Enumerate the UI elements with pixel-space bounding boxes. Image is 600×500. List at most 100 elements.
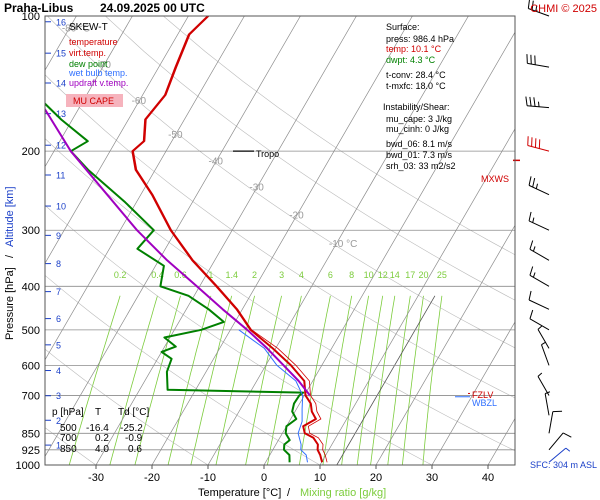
- isotherm-line: [263, 31, 515, 465]
- mixing-ratio-line: [299, 295, 331, 465]
- wind-barb-flag: [528, 176, 532, 186]
- levels-cell-p: 700: [60, 433, 77, 444]
- series-updraft-v-temp: [45, 107, 311, 397]
- km-tick-label: 2: [56, 416, 61, 426]
- mixing-ratio-line: [402, 295, 424, 465]
- wind-barb: [537, 372, 550, 396]
- wind-barb-staff: [544, 393, 550, 416]
- mixing-ratio-label: 6: [328, 270, 333, 280]
- mixing-ratio-line: [422, 295, 443, 465]
- table-row: 700 0.2 -0.9: [60, 433, 143, 444]
- mixing-ratio-label: 1.4: [225, 270, 238, 280]
- wind-barb-flag: [562, 432, 572, 438]
- isotherm-line: [45, 16, 245, 361]
- mixing-ratio-line: [322, 295, 353, 465]
- mixing-ratio-label: 14: [390, 270, 400, 280]
- wind-barb-flag: [529, 309, 534, 319]
- levels-cell-td: -0.9: [125, 433, 143, 444]
- wind-barb-flag: [529, 266, 534, 276]
- dry-adiabat-line: [47, 16, 515, 349]
- mixing-ratio-label: 17: [405, 270, 415, 280]
- pressure-tick-label: 500: [22, 325, 40, 337]
- isotherm-line: [151, 16, 413, 465]
- mixing-ratio-line: [356, 295, 384, 465]
- levels-cell-td: -25.2: [120, 423, 143, 434]
- legend-dew-point: dew point: [69, 59, 108, 69]
- table-row: 850 4.0 0.6: [60, 444, 142, 455]
- mixing-ratio-label: 20: [418, 270, 428, 280]
- pressure-tick-label: 200: [22, 146, 40, 158]
- legend-title: SKEW-T: [69, 22, 108, 33]
- instability-srh03: srh_03: 33 m2/s2: [386, 161, 456, 171]
- wind-barb-staff: [527, 62, 550, 68]
- wind-barb-staff: [548, 411, 554, 434]
- isotherm-line: [95, 16, 357, 465]
- km-tick-label: 11: [56, 170, 65, 180]
- isotherm-line: [431, 321, 515, 465]
- levels-cell-td: 0.6: [128, 444, 142, 455]
- wind-barb-halfflag: [535, 183, 539, 189]
- dry-adiabat-line: [45, 74, 515, 399]
- pressure-tick-label: 1000: [16, 460, 40, 472]
- wind-barb-halfflag: [535, 6, 538, 12]
- wind-barb-flag: [525, 96, 528, 106]
- x-tick-label: 30: [426, 472, 438, 484]
- pressure-tick-label: 700: [22, 390, 40, 402]
- wind-barb-halfflag: [541, 341, 547, 346]
- mixing-ratio-line: [245, 295, 282, 465]
- wind-barb: [526, 54, 550, 68]
- wind-barb: [537, 325, 550, 349]
- wind-barb-staff: [527, 105, 550, 109]
- surface-press: press: 986.4 hPa: [386, 34, 454, 44]
- isotherm-label: -50: [168, 130, 183, 141]
- wind-barb-flag: [533, 97, 536, 107]
- mixing-ratio-line: [109, 295, 158, 465]
- wind-barb: [528, 290, 550, 310]
- km-tick-label: 9: [56, 231, 61, 241]
- wind-barb-flag: [529, 240, 534, 250]
- surface-title: Surface:: [386, 22, 420, 32]
- table-row: 500 -16.4 -25.2: [60, 423, 143, 434]
- series-virtual-temperature: [133, 16, 328, 463]
- km-tick-label: 16: [56, 17, 66, 27]
- km-tick-label: 4: [56, 366, 61, 376]
- pressure-tick-label: 925: [22, 445, 40, 457]
- x-axis-mixing-label: Mixing ratio [g/kg]: [300, 487, 386, 499]
- mixing-ratio-line: [341, 295, 369, 465]
- levels-cell-t: 4.0: [95, 444, 109, 455]
- dry-adiabat-line: [163, 16, 515, 256]
- annotation-layer: [233, 0, 572, 463]
- mu-cape-badge: [66, 94, 123, 107]
- wind-barb-staff: [537, 329, 550, 349]
- wind-barb-staff: [529, 318, 550, 331]
- wind-barb: [544, 391, 551, 416]
- series-dewpoint: [45, 102, 305, 463]
- y-axis-altitude-label: Altitude [km]: [4, 186, 16, 247]
- instability-bwd01: bwd_01: 7.3 m/s: [386, 150, 453, 160]
- series-wet-bulb-temp: [238, 329, 308, 463]
- header-credit: CHMI © 2025: [530, 3, 597, 15]
- surface-temp: temp: 10.1 °C: [386, 44, 442, 54]
- levels-header-td: Td [°C]: [118, 407, 149, 418]
- wind-barb-staff: [527, 144, 550, 152]
- y-axis-separator: /: [4, 254, 16, 258]
- tropopause-label: Tropo: [256, 149, 279, 159]
- y-axis-label-group: Pressure [hPa] / Altitude [km]: [4, 186, 16, 340]
- isotherm-label: -80 °C: [62, 23, 90, 34]
- sfc-label: SFC: 304 m ASL: [530, 460, 597, 470]
- x-tick-label: -30: [88, 472, 104, 484]
- surface-tmxfc: t-mxfc: 18.0 °C: [386, 81, 446, 91]
- legend-wet-bulb: wet bulb temp.: [68, 68, 128, 78]
- wind-barb-staff: [548, 447, 567, 463]
- dry-adiabat-line: [105, 16, 515, 301]
- wind-barb: [527, 136, 550, 152]
- isotherm-line: [45, 16, 301, 458]
- legend-updraft: updraft v.temp.: [69, 78, 128, 88]
- instability-mu-cape: mu_cape: 3 J/kg: [386, 114, 452, 124]
- km-tick-label: 6: [56, 314, 61, 324]
- wind-barb: [541, 341, 550, 366]
- instability-bwd06: bwd_06: 8.1 m/s: [386, 139, 453, 149]
- pressure-tick-label: 850: [22, 428, 40, 440]
- mixing-ratio-line: [68, 295, 121, 465]
